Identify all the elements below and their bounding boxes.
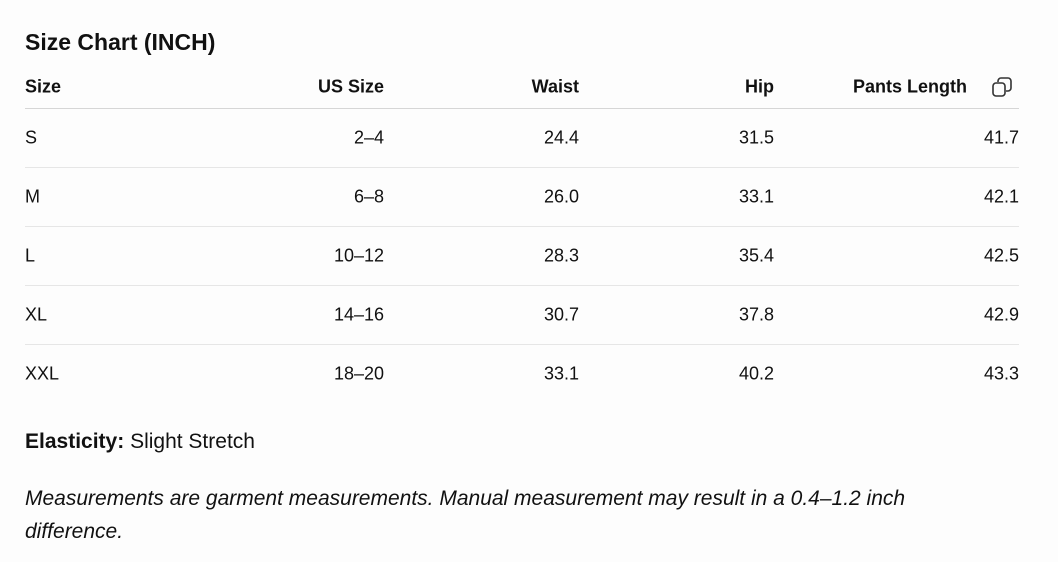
table-cell: XXL: [25, 363, 60, 384]
table-cell: 10–12: [333, 245, 384, 266]
table-cell: 26.0: [543, 186, 579, 207]
header-row: Size US Size Waist Hip Pants Length: [25, 66, 1019, 109]
table-cell: 42.9: [983, 304, 1019, 325]
table-row: XXL 18–20 33.1 40.2 43.3: [25, 345, 1019, 403]
elasticity-value: Slight Stretch: [130, 430, 255, 453]
column-header: Waist: [531, 76, 579, 97]
table-cell: 42.1: [983, 186, 1019, 207]
table-cell: 24.4: [543, 127, 579, 148]
table-cell: 28.3: [543, 245, 579, 266]
table-cell: S: [25, 127, 38, 148]
title: Size Chart (INCH): [25, 29, 216, 55]
table-row: S 2–4 24.4 31.5 41.7: [25, 109, 1019, 168]
table-cell: 14–16: [333, 304, 384, 325]
elasticity: Elasticity: Slight Stretch: [25, 430, 255, 454]
elasticity-label: Elasticity:: [25, 430, 125, 453]
column-header: Size: [25, 76, 62, 97]
table-cell: 42.5: [983, 245, 1019, 266]
column-header: US Size: [317, 76, 384, 97]
table-cell: 30.7: [543, 304, 579, 325]
table-cell: M: [25, 186, 40, 207]
table-cell: 35.4: [738, 245, 774, 266]
table-cell: 37.8: [738, 304, 774, 325]
table-cell: 31.5: [738, 127, 774, 148]
table-cell: 41.7: [983, 127, 1019, 148]
note: Measurements are garment measurements. M…: [25, 487, 906, 543]
column-header: Pants Length: [852, 76, 967, 97]
table-cell: 33.1: [543, 363, 579, 384]
table-cell: 2–4: [353, 127, 384, 148]
table-row: L 10–12 28.3 35.4 42.5: [25, 227, 1019, 286]
column-header: Hip: [745, 76, 774, 97]
table-cell: 6–8: [353, 186, 384, 207]
table-row: XL 14–16 30.7 37.8 42.9: [25, 286, 1019, 345]
table-cell: XL: [25, 304, 48, 325]
table-cell: 18–20: [333, 363, 384, 384]
copy-button[interactable]: [991, 76, 1013, 98]
table-cell: 33.1: [738, 186, 774, 207]
table-cell: L: [25, 245, 36, 266]
table-cell: 40.2: [738, 363, 774, 384]
size-table: Size US Size Waist Hip Pants Length S 2–4 24.4 3…: [25, 66, 1019, 403]
table-cell: 43.3: [983, 363, 1019, 384]
table-row: M 6–8 26.0 33.1 42.1: [25, 168, 1019, 227]
